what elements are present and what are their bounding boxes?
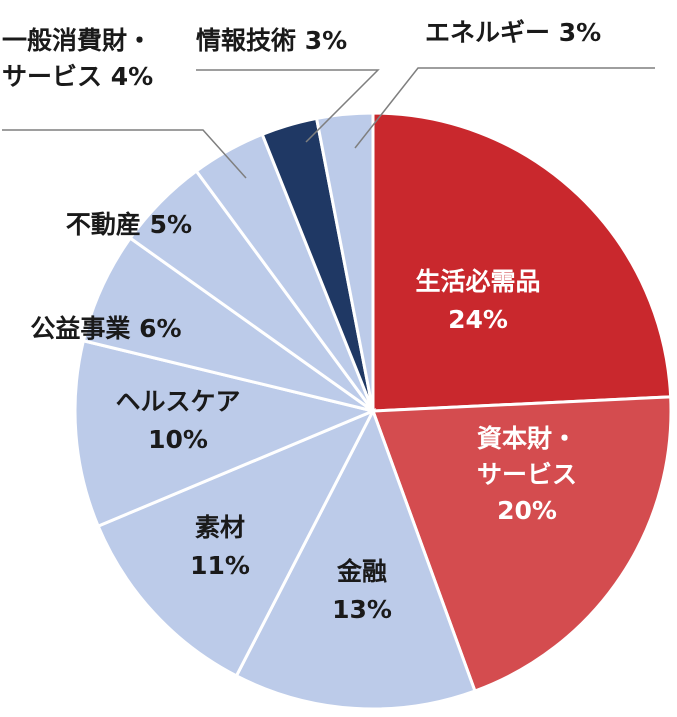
pie-slice-5 bbox=[73, 338, 378, 529]
pie-slice-10 bbox=[314, 111, 375, 412]
slice-label-2: 資本財・サービス 20% bbox=[477, 424, 577, 525]
slice-label-4-line-1: 素材 bbox=[195, 513, 245, 542]
slice-labels: 生活必需品 24% 資本財・サービス 20% 金融 13% 素材 11% ヘルスケア 10% 公益事… bbox=[2, 18, 601, 624]
slice-label-1: 生活必需品 24% bbox=[415, 267, 540, 334]
slice-label-8-line-1: 一般消費財・ bbox=[2, 26, 152, 55]
slice-label-6-line-1: 公益事業 6% bbox=[30, 314, 181, 343]
pie-slice-2 bbox=[370, 395, 673, 693]
pie-slices bbox=[73, 111, 673, 711]
slice-label-1-line-2: 24% bbox=[448, 305, 508, 334]
slice-label-5: ヘルスケア 10% bbox=[115, 387, 240, 454]
slice-label-10: エネルギー 3% bbox=[425, 18, 601, 47]
leader-lines bbox=[2, 67, 655, 179]
slice-label-8: 一般消費財・サービス 4% bbox=[2, 26, 153, 91]
slice-label-3: 金融 13% bbox=[332, 557, 392, 624]
leader-line-10 bbox=[354, 67, 655, 149]
leader-line-8 bbox=[2, 129, 247, 179]
pie-slice-3 bbox=[234, 407, 477, 711]
pie-slice-4 bbox=[96, 408, 377, 678]
slice-label-5-line-1: ヘルスケア bbox=[115, 387, 240, 416]
slice-label-6: 公益事業 6% bbox=[30, 314, 181, 343]
pie-slice-1 bbox=[371, 111, 673, 413]
slice-label-1-line-1: 生活必需品 bbox=[415, 267, 540, 296]
slice-label-3-line-1: 金融 bbox=[336, 557, 387, 586]
leader-line-9 bbox=[196, 69, 380, 143]
slice-label-7: 不動産 5% bbox=[66, 210, 192, 239]
slice-label-9: 情報技術 3% bbox=[196, 26, 347, 55]
slice-label-9-line-1: 情報技術 3% bbox=[196, 26, 347, 55]
slice-label-4-line-2: 11% bbox=[190, 551, 250, 580]
slice-label-4: 素材 11% bbox=[190, 513, 250, 580]
slice-label-2-line-3: 20% bbox=[497, 496, 557, 525]
slice-label-3-line-2: 13% bbox=[332, 595, 392, 624]
slice-label-8-line-2: サービス 4% bbox=[2, 62, 153, 91]
slice-label-5-line-2: 10% bbox=[148, 425, 208, 454]
slice-label-10-line-1: エネルギー 3% bbox=[425, 18, 601, 47]
slice-label-7-line-1: 不動産 5% bbox=[66, 210, 192, 239]
slice-label-2-line-2: サービス bbox=[477, 460, 577, 489]
slice-label-2-line-1: 資本財・ bbox=[477, 424, 577, 453]
